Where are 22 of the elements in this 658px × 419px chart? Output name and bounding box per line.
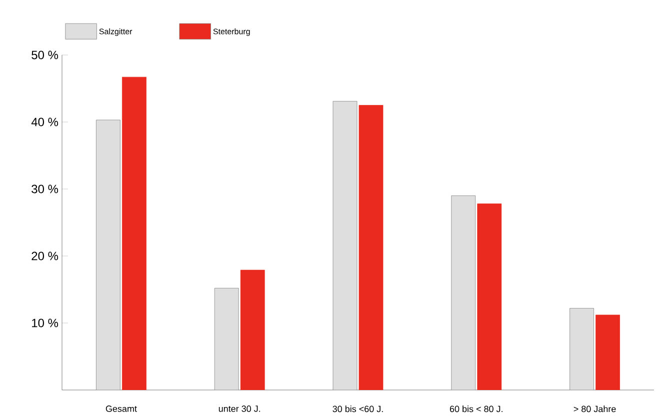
bar xyxy=(451,195,476,390)
y-tick-label: 30 % xyxy=(32,184,58,194)
bar xyxy=(122,76,146,390)
x-tick-label: 60 bis < 80 J. xyxy=(450,406,502,412)
bar xyxy=(596,314,620,390)
bar xyxy=(477,204,502,390)
y-tick-label: 50 % xyxy=(32,50,58,60)
bar xyxy=(96,120,120,390)
bar xyxy=(332,101,358,390)
x-tick-label: 30 bis <60 J. xyxy=(332,406,383,412)
y-tick-label: 20 % xyxy=(32,252,58,260)
bar xyxy=(214,288,239,390)
bar xyxy=(570,308,594,390)
bar xyxy=(358,105,384,390)
legend-label: Steterburg xyxy=(213,28,250,36)
x-tick-label: > 80 Jahre xyxy=(574,406,616,412)
x-tick-label: unter 30 J. xyxy=(218,406,260,412)
legend-label: Salzgitter xyxy=(99,28,132,36)
y-tick-label: 40 % xyxy=(31,118,58,126)
x-tick-label: Gesamt xyxy=(106,406,137,412)
y-tick-label: 10 % xyxy=(32,318,58,328)
bar xyxy=(240,270,265,390)
